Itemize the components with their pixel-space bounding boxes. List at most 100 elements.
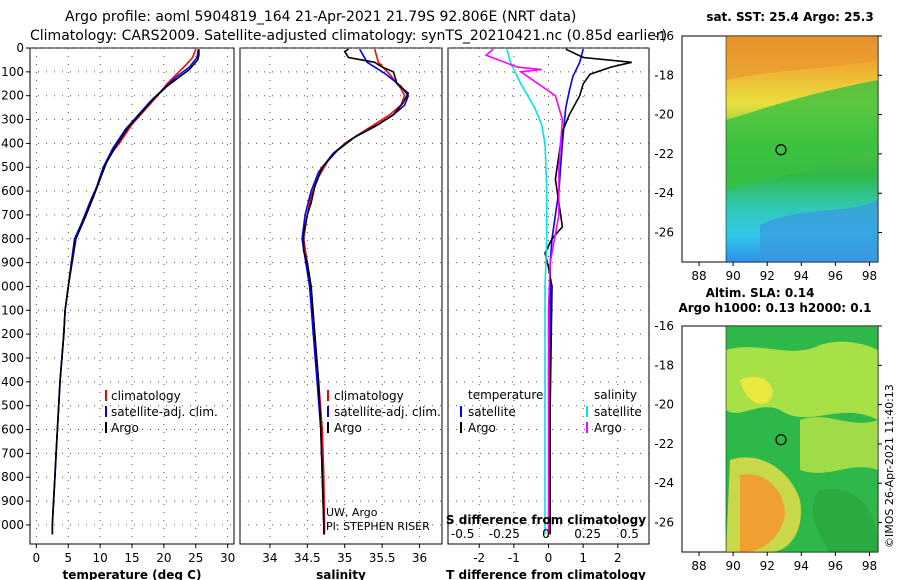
- lat-tick-label: -16: [654, 319, 674, 333]
- x-tick-label: 35: [337, 551, 352, 565]
- sla-lon-axis: 88 90 92 94 96 98: [691, 552, 877, 573]
- x-tick-label: 5: [64, 551, 72, 565]
- s-tick-label: 0.5: [620, 527, 639, 541]
- legend-swatch-satellite: [105, 406, 107, 417]
- sst-field: [726, 36, 878, 262]
- legend-label-climatology: climatology: [111, 389, 181, 403]
- sla-map-title: Altim. SLA: 0.14: [706, 286, 815, 300]
- x-tick-label: 35.5: [369, 551, 396, 565]
- sla-green-dark: [812, 489, 878, 552]
- difference-legend: temperature satellite Argo salinity sate…: [460, 388, 642, 435]
- lon-tick-label: 88: [691, 559, 706, 573]
- lat-tick-label: -22: [654, 437, 674, 451]
- y-tick-label: 1700: [0, 446, 24, 460]
- s-tick-label: -0.5: [451, 527, 474, 541]
- legend-swatch-argo: [327, 422, 329, 433]
- sla-lat-axis: -16 -18 -20 -22 -24 -26: [654, 319, 882, 530]
- sst-map: sat. SST: 25.4 Argo: 25.3 -16 -18 -20 -22 -2…: [654, 10, 882, 283]
- sla-float-marker: [775, 434, 787, 446]
- sst-data-frame: [725, 35, 879, 263]
- x-tick-label: -1: [508, 551, 520, 565]
- y-tick-label: 500: [1, 160, 24, 174]
- y-tick-label: 1800: [0, 470, 24, 484]
- sst-warm-band: [726, 36, 878, 80]
- s-difference-axis: -0.5 -0.25 0 0.25 0.5: [451, 527, 639, 541]
- salinity-legend: climatology satellite-adj. clim. Argo: [327, 389, 441, 435]
- series-line-t-argo: [544, 48, 632, 535]
- legend-swatch-t-argo: [460, 422, 462, 433]
- sla-yellow-1: [740, 376, 773, 404]
- lat-tick-label: -20: [654, 108, 674, 122]
- sst-lon-axis: 88 90 92 94 96 98: [691, 262, 877, 283]
- pi-annotation-line-2: PI: STEPHEN RISER: [326, 520, 430, 533]
- lat-tick-label: -16: [654, 29, 674, 43]
- legend-label-satellite: satellite-adj. clim.: [111, 405, 218, 419]
- lat-tick-label: -18: [654, 68, 674, 82]
- legend-swatch-argo: [105, 422, 107, 433]
- sla-map-subtitle: Argo h1000: 0.13 h2000: 0.1: [678, 301, 871, 315]
- legend-label-climatology: climatology: [334, 389, 404, 403]
- imos-credit: ©IMOS 26-Apr-2021 11:40:13: [883, 384, 896, 548]
- sla-map: Altim. SLA: 0.14 Argo h1000: 0.13 h2000:…: [654, 286, 882, 573]
- y-tick-label: 400: [1, 136, 24, 150]
- lat-tick-label: -26: [654, 226, 674, 240]
- sla-yellowgreen-2: [800, 417, 878, 473]
- s-tick-label: 0.25: [574, 527, 601, 541]
- lon-tick-label: 98: [862, 269, 877, 283]
- salinity-grid: [240, 47, 442, 544]
- y-tick-label: 1900: [0, 494, 24, 508]
- lon-tick-label: 92: [760, 559, 775, 573]
- lon-tick-label: 90: [725, 559, 740, 573]
- lon-tick-label: 94: [794, 269, 809, 283]
- legend-swatch-climatology: [327, 390, 329, 401]
- depth-axis: 0 100 200 300 400 500 600 700 800 900 1000 1100 1200…: [0, 41, 30, 532]
- lat-tick-label: -24: [654, 476, 674, 490]
- y-tick-label: 800: [1, 232, 24, 246]
- lon-tick-label: 90: [725, 269, 740, 283]
- lon-tick-label: 96: [828, 269, 843, 283]
- pi-annotation-line-1: UW, Argo: [326, 506, 378, 519]
- sst-green-band: [726, 80, 878, 190]
- y-tick-label: 1400: [0, 375, 24, 389]
- lon-tick-label: 88: [691, 269, 706, 283]
- difference-x-label: T difference from climatology: [446, 568, 646, 580]
- y-tick-label: 0: [16, 41, 24, 55]
- x-tick-label: -2: [473, 551, 485, 565]
- x-tick-label: 2: [614, 551, 622, 565]
- sla-orange: [740, 474, 785, 552]
- legend-swatch-climatology: [105, 390, 107, 401]
- y-tick-label: 300: [1, 113, 24, 127]
- lon-tick-label: 96: [828, 559, 843, 573]
- salinity-x-label: salinity: [316, 568, 366, 580]
- series-line-argo: [302, 48, 410, 535]
- legend-label-argo: Argo: [111, 421, 139, 435]
- legend-swatch-satellite: [327, 406, 329, 417]
- y-tick-label: 700: [1, 208, 24, 222]
- x-tick-label: 10: [92, 551, 107, 565]
- y-tick-label: 1000: [0, 279, 24, 293]
- lat-tick-label: -20: [654, 398, 674, 412]
- lat-tick-label: -18: [654, 358, 674, 372]
- salinity-series: [301, 48, 410, 535]
- y-tick-label: 100: [1, 65, 24, 79]
- legend-swatch-s-satellite: [586, 406, 588, 417]
- series-line-argo: [51, 49, 200, 535]
- x-tick-label: 36: [412, 551, 427, 565]
- lat-tick-label: -22: [654, 147, 674, 161]
- legend-swatch-t-satellite: [460, 406, 462, 417]
- header-line-2: Climatology: CARS2009. Satellite-adjuste…: [30, 28, 667, 44]
- y-tick-label: 2000: [0, 518, 24, 532]
- salinity-plot-frame: [239, 47, 443, 545]
- lon-tick-label: 98: [862, 559, 877, 573]
- legend-label-argo: Argo: [334, 421, 362, 435]
- lon-tick-label: 92: [760, 269, 775, 283]
- legend-label-satellite: satellite-adj. clim.: [334, 405, 441, 419]
- s-tick-label: 0: [542, 527, 550, 541]
- legend-label-t-satellite: satellite: [468, 405, 516, 419]
- lat-tick-label: -26: [654, 516, 674, 530]
- series-line-s-argo: [484, 48, 564, 535]
- x-tick-label: 0: [545, 551, 553, 565]
- x-tick-label: 34: [262, 551, 277, 565]
- sst-lat-axis: -16 -18 -20 -22 -24 -26: [654, 29, 882, 240]
